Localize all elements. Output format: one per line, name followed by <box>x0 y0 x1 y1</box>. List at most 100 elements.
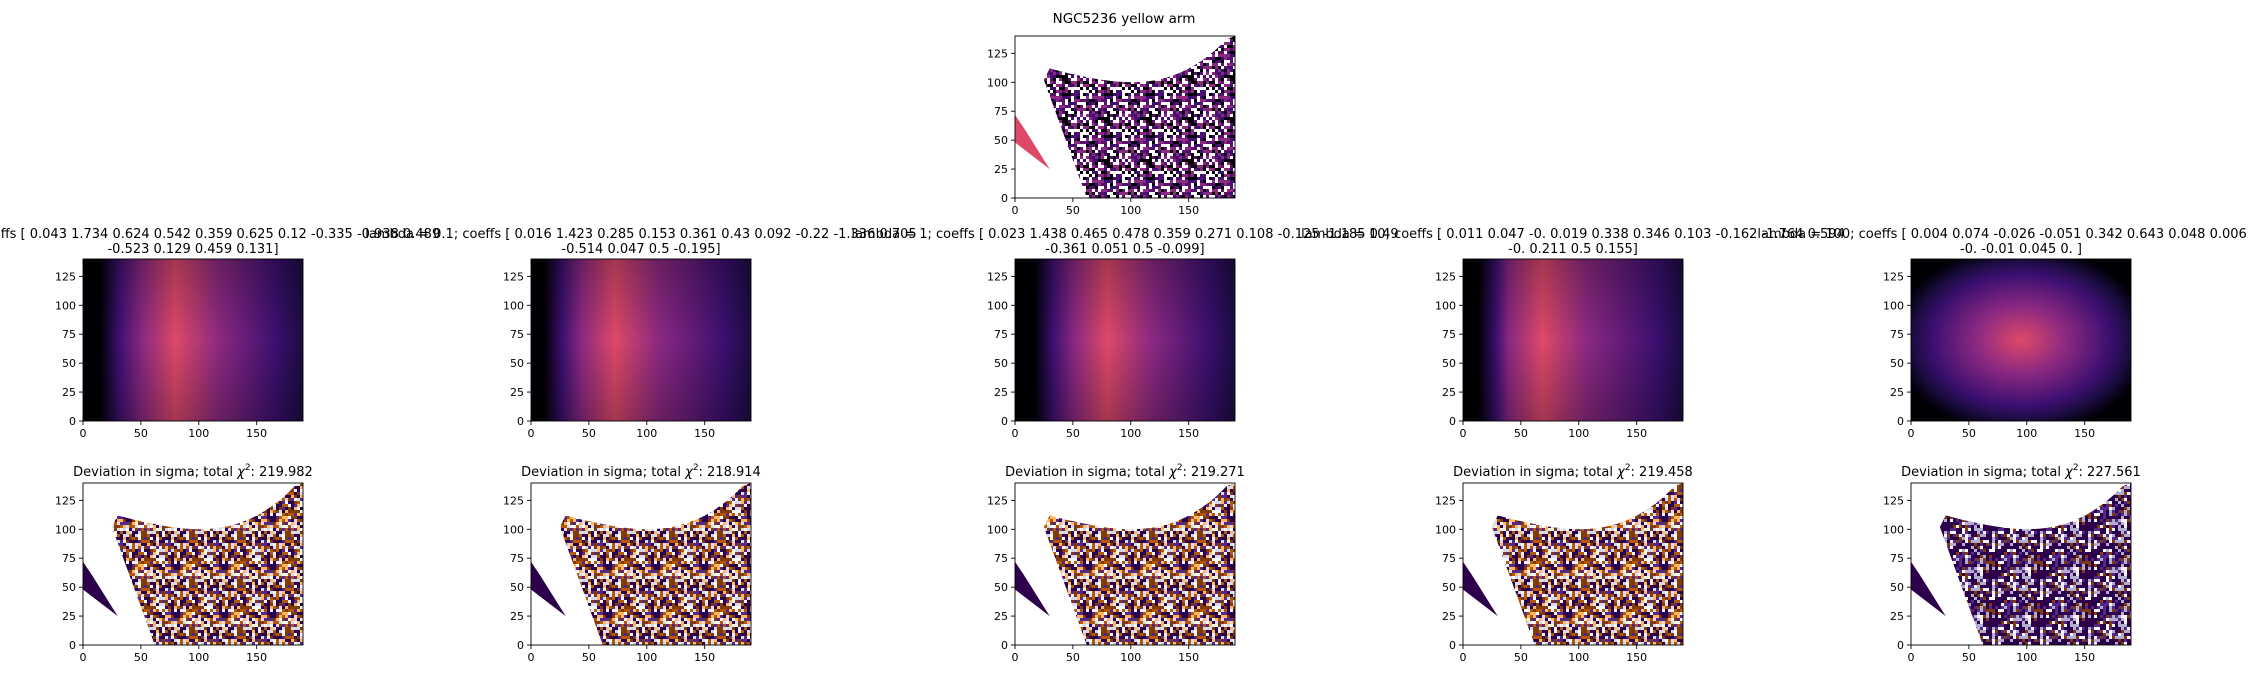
x-tick-label: 100 <box>1120 427 1141 440</box>
y-tick-label: 0 <box>1449 415 1456 428</box>
model-title-line2: -0. 0.211 0.5 0.155] <box>1508 242 1638 257</box>
observed-image <box>1015 36 1235 198</box>
y-tick-label: 125 <box>987 47 1008 60</box>
chi2-value: : 227.561 <box>2079 465 2141 480</box>
chi2-value: : 219.982 <box>251 465 313 480</box>
x-tick-label: 50 <box>1514 427 1528 440</box>
axes-frame <box>82 482 304 646</box>
x-tick-label: 150 <box>2074 651 2095 664</box>
model-shading <box>531 259 751 421</box>
model-shading <box>83 259 303 421</box>
model-shading <box>1015 259 1235 421</box>
y-tick-label: 50 <box>1890 581 1904 594</box>
y-tick-label: 25 <box>1442 386 1456 399</box>
y-tick-label: 0 <box>517 415 524 428</box>
deviation-arm-region <box>1491 483 1683 645</box>
x-tick-label: 50 <box>134 427 148 440</box>
model-title-line2: -0. -0.01 0.045 0. ] <box>1960 242 2082 257</box>
axes-frame <box>1014 482 1236 646</box>
y-tick-label: 0 <box>1001 639 1008 652</box>
model-title-line1: lambda = 100; coeffs [ 0.004 0.074 -0.02… <box>1757 227 2250 242</box>
x-tick-label: 0 <box>528 427 535 440</box>
deviation-title: Deviation in sigma; total χ2: 219.458 <box>1453 463 1693 480</box>
axes-frame <box>82 258 304 422</box>
panel-grid: 0 50 100 150 0 25 50 75 100 125 0 50 100 150 0 25 50 75 10… <box>0 35 2250 664</box>
y-tick-label: 100 <box>987 76 1008 89</box>
x-tick-label: 0 <box>1012 204 1019 217</box>
chi-symbol: χ <box>2064 465 2074 480</box>
y-tick-label: 75 <box>510 328 524 341</box>
x-tick-label: 100 <box>1568 427 1589 440</box>
axes-frame <box>1014 35 1236 199</box>
y-tick-label: 100 <box>503 299 524 312</box>
model-title-line2: -0.523 0.129 0.459 0.131] <box>107 242 278 257</box>
deviation-wedge-region <box>1463 561 1498 617</box>
axes-frame <box>1910 482 2132 646</box>
x-tick-label: 50 <box>134 651 148 664</box>
y-tick-label: 50 <box>1890 357 1904 370</box>
deviation-title: Deviation in sigma; total χ2: 219.271 <box>1005 463 1245 480</box>
x-tick-label: 100 <box>188 651 209 664</box>
y-tick-label: 25 <box>994 386 1008 399</box>
deviation-arm-region <box>111 483 303 645</box>
y-tick-label: 100 <box>987 299 1008 312</box>
x-tick-label: 50 <box>582 651 596 664</box>
y-tick-label: 25 <box>1890 386 1904 399</box>
deviation-panel: 0 50 100 150 0 25 50 75 100 125 Deviation in sigma… <box>987 463 1245 664</box>
model-title-line2: -0.514 0.047 0.5 -0.195] <box>561 242 720 257</box>
y-tick-label: 75 <box>62 552 76 565</box>
y-tick-label: 50 <box>1442 581 1456 594</box>
y-tick-label: 25 <box>62 610 76 623</box>
chi-symbol: χ <box>1616 465 1626 480</box>
x-tick-label: 150 <box>1178 651 1199 664</box>
chi2-value: : 218.914 <box>699 465 761 480</box>
model-title-line2: -0.361 0.051 0.5 -0.099] <box>1045 242 1204 257</box>
observed-arm-region <box>1043 36 1235 198</box>
model-image <box>531 259 751 421</box>
deviation-panel: 0 50 100 150 0 25 50 75 100 125 Deviation in sigma… <box>55 463 313 664</box>
y-tick-label: 25 <box>1442 610 1456 623</box>
y-tick-label: 0 <box>1897 639 1904 652</box>
x-tick-label: 50 <box>1962 651 1976 664</box>
x-tick-label: 150 <box>2074 427 2095 440</box>
model-panel: 0 50 100 150 0 25 50 75 100 125 = 0; coeffs [ 0.04… <box>0 227 440 440</box>
x-tick-label: 50 <box>1066 651 1080 664</box>
deviation-arm-region <box>1939 483 2131 645</box>
y-tick-label: 125 <box>1883 270 1904 283</box>
x-tick-label: 100 <box>1568 651 1589 664</box>
deviation-wedge-region <box>1911 561 1946 617</box>
y-tick-label: 75 <box>62 328 76 341</box>
axes-frame <box>1462 482 1684 646</box>
y-tick-label: 0 <box>517 639 524 652</box>
title-prefix: Deviation in sigma; total <box>1453 465 1617 480</box>
chi-superscript: 2 <box>1177 463 1183 473</box>
y-tick-label: 125 <box>1435 270 1456 283</box>
y-tick-label: 50 <box>510 357 524 370</box>
model-panel: 0 50 100 150 0 25 50 75 100 125 lambda = 100; coef… <box>1757 227 2250 440</box>
x-tick-label: 0 <box>1012 427 1019 440</box>
y-tick-label: 125 <box>1883 494 1904 507</box>
y-tick-label: 75 <box>1890 328 1904 341</box>
y-tick-label: 50 <box>994 134 1008 147</box>
x-tick-label: 0 <box>80 651 87 664</box>
y-tick-label: 75 <box>994 552 1008 565</box>
y-tick-label: 100 <box>1435 523 1456 536</box>
y-tick-label: 25 <box>62 386 76 399</box>
axes-frame <box>1014 258 1236 422</box>
y-tick-label: 50 <box>994 581 1008 594</box>
x-tick-label: 150 <box>1626 427 1647 440</box>
y-tick-label: 75 <box>1442 552 1456 565</box>
y-tick-label: 125 <box>503 270 524 283</box>
deviation-title: Deviation in sigma; total χ2: 218.914 <box>521 463 761 480</box>
x-tick-label: 50 <box>1066 204 1080 217</box>
y-tick-label: 125 <box>987 270 1008 283</box>
y-tick-label: 125 <box>1435 494 1456 507</box>
chi-superscript: 2 <box>1625 463 1631 473</box>
y-tick-label: 75 <box>1890 552 1904 565</box>
x-tick-label: 100 <box>2016 651 2037 664</box>
y-tick-label: 0 <box>1001 415 1008 428</box>
y-tick-label: 100 <box>503 523 524 536</box>
y-tick-label: 50 <box>62 581 76 594</box>
x-tick-label: 100 <box>188 427 209 440</box>
